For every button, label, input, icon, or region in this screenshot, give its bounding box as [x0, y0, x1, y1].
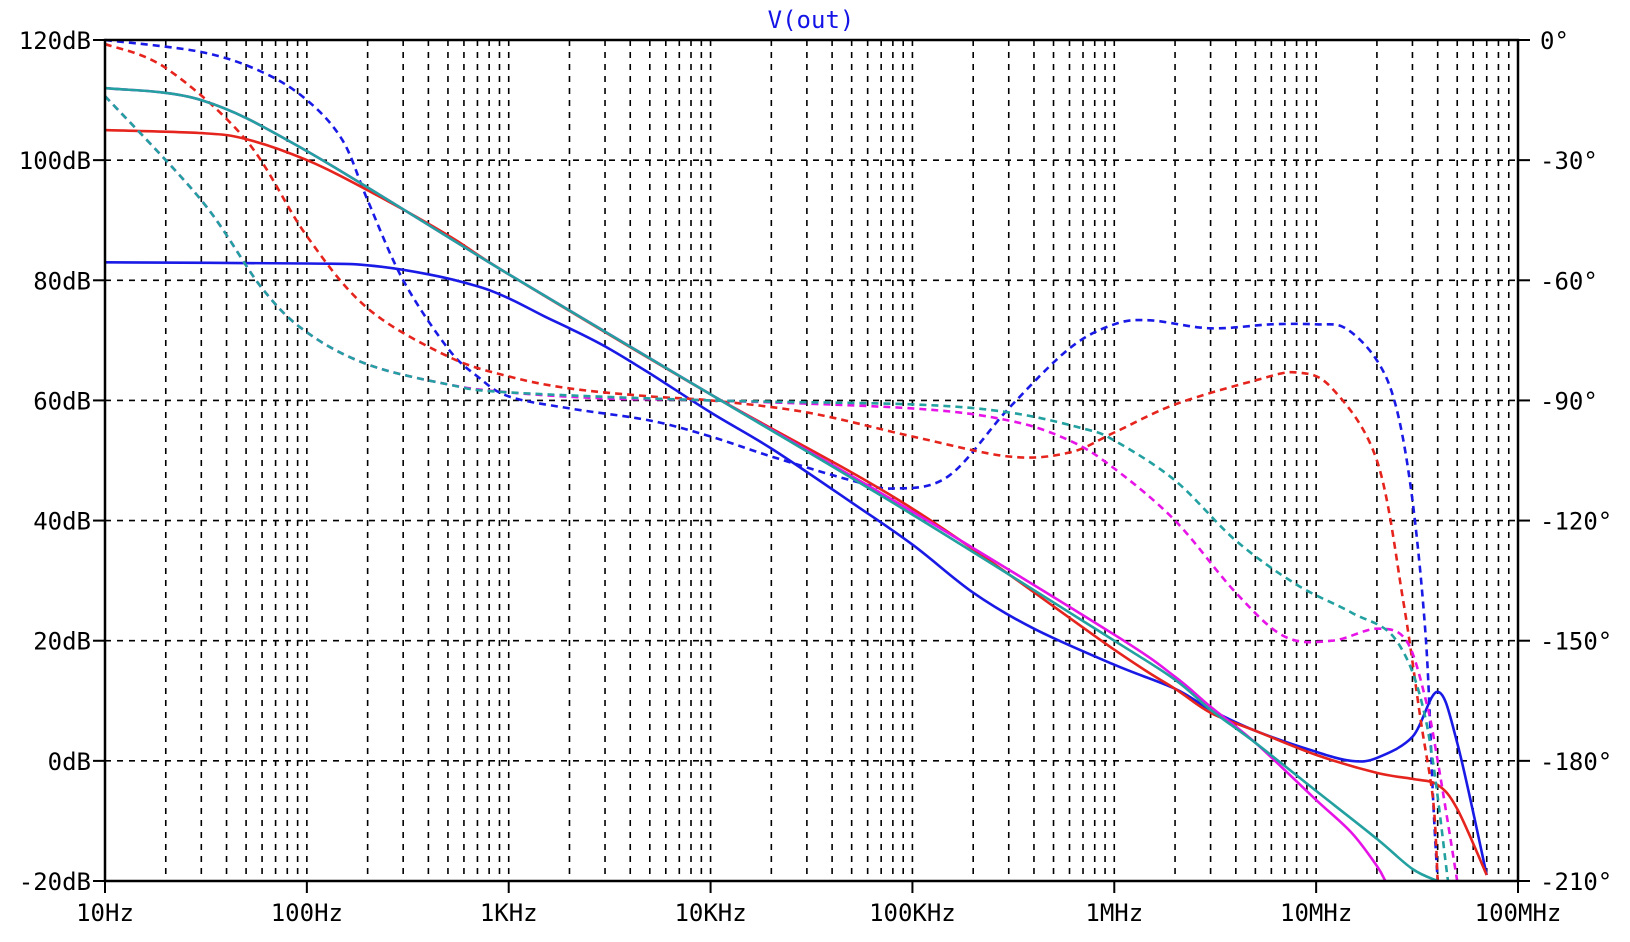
x-tick-label: 10MHz: [1280, 899, 1352, 927]
grid-layer: [105, 40, 1518, 881]
y-tick-label: 60dB: [33, 387, 91, 415]
x-tick-label: 1MHz: [1085, 899, 1143, 927]
x-tick-label: 100Hz: [271, 899, 343, 927]
magnitude-curve-6: [104, 86, 1439, 883]
phase-curve-3: [104, 42, 1439, 882]
y-tick-label: 120dB: [19, 27, 91, 55]
y2-tick-label: 0°: [1540, 27, 1569, 55]
y2-tick-label: -120°: [1540, 508, 1612, 536]
y-tick-label: -20dB: [19, 868, 91, 896]
x-tick-label: 1KHz: [480, 899, 538, 927]
y2-tick-label: -90°: [1540, 387, 1598, 415]
y-tick-label: 100dB: [19, 147, 91, 175]
y2-tick-label: -210°: [1540, 868, 1612, 896]
y-tick-label: 20dB: [33, 628, 91, 656]
plot-frame: [103, 38, 1520, 883]
axis-layer: 120dB 0° 100dB -30° 80dB -60° 60dB -90° 40dB -120…: [19, 27, 1613, 927]
y2-tick-label: -60°: [1540, 267, 1598, 295]
x-tick-label: 10Hz: [76, 899, 134, 927]
x-tick-label: 10KHz: [674, 899, 746, 927]
y-tick-label: 0dB: [48, 748, 91, 776]
y2-tick-label: -180°: [1540, 748, 1612, 776]
chart-title: V(out): [768, 6, 855, 34]
x-tick-label: 100KHz: [869, 899, 956, 927]
series-layer: [104, 38, 1488, 883]
y2-tick-label: -150°: [1540, 628, 1612, 656]
x-tick-label: 100MHz: [1475, 899, 1562, 927]
phase-curve-7: [104, 95, 1450, 882]
y-tick-label: 80dB: [33, 267, 91, 295]
magnitude-curve-0: [104, 261, 1488, 876]
y-tick-label: 40dB: [33, 508, 91, 536]
y2-tick-label: -30°: [1540, 147, 1598, 175]
